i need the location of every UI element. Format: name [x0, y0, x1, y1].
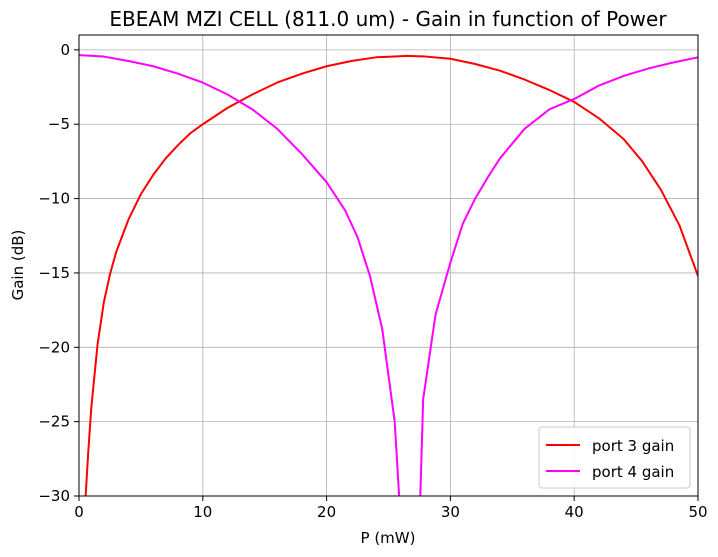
x-tick-label: 20: [317, 503, 336, 521]
x-axis-label: P (mW): [361, 529, 416, 547]
plot-frame: [78, 34, 699, 497]
legend-label-port-4: port 4 gain: [592, 463, 674, 481]
x-tick-label: 30: [441, 503, 460, 521]
y-tick-label: −25: [38, 413, 70, 431]
x-tick-label: 10: [193, 503, 212, 521]
series-lines: [79, 54, 698, 496]
y-tick-label: −20: [38, 338, 70, 356]
y-axis-label: Gain (dB): [9, 230, 27, 301]
y-tick-label: −5: [48, 115, 70, 133]
axis-ticks: 0 10 20 30 40 50 0 −5 −10 −15 −20 −25 −30: [38, 41, 707, 521]
y-tick-label: −10: [38, 190, 70, 208]
legend-box: [538, 426, 691, 489]
series-line-port-4: [79, 54, 698, 496]
legend-label-port-3: port 3 gain: [592, 437, 674, 455]
x-tick-label: 40: [565, 503, 584, 521]
plot-area: [79, 35, 698, 496]
x-tick-label: 50: [688, 503, 707, 521]
series-line-port-3: [84, 54, 698, 496]
y-tick-label: −15: [38, 264, 70, 282]
chart-title: EBEAM MZI CELL (811.0 um) - Gain in func…: [109, 7, 667, 31]
x-tick-label: 0: [74, 503, 84, 521]
legend: port 3 gain port 4 gain: [538, 426, 691, 489]
y-tick-label: 0: [60, 41, 70, 59]
y-tick-label: −30: [38, 487, 70, 505]
